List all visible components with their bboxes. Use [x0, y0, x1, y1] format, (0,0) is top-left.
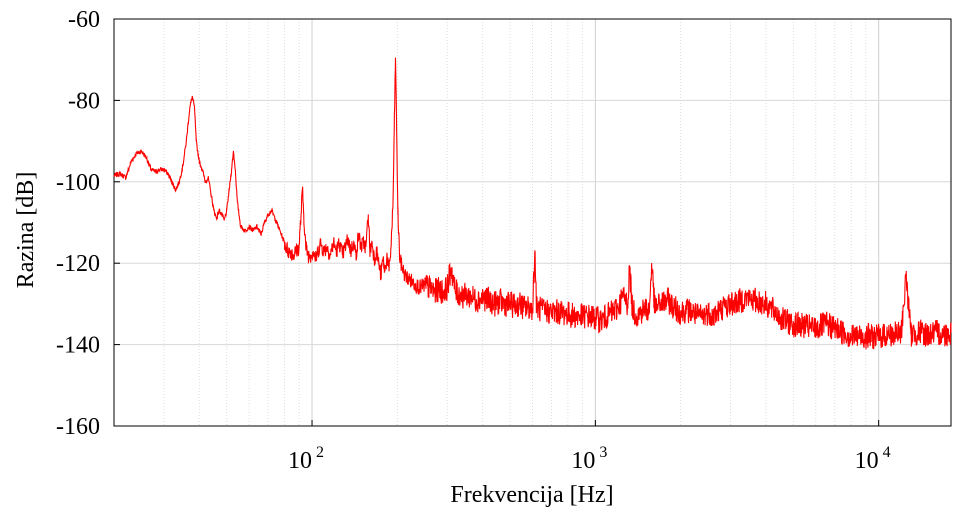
y-tick-label: -60	[68, 7, 100, 33]
x-axis-ticks: 10 2 10 3 10 4	[288, 420, 891, 474]
spectrum-series-line	[113, 57, 952, 350]
y-axis-label: Razina [dB]	[13, 172, 39, 289]
x-tick-label: 10 4	[855, 444, 891, 474]
y-tick-label: -120	[56, 251, 100, 277]
y-tick-label: -160	[56, 414, 100, 440]
y-tick-label: -140	[56, 333, 100, 359]
x-tick-label: 10 2	[288, 444, 324, 474]
plot-frame	[113, 18, 952, 427]
y-axis-ticks: -60 -80 -100 -120 -140 -160	[56, 7, 120, 440]
y-tick-label: -80	[68, 88, 100, 114]
y-tick-label: -100	[56, 170, 100, 196]
x-axis-label: Frekvencija [Hz]	[450, 482, 613, 508]
x-tick-label: 10 3	[571, 444, 607, 474]
